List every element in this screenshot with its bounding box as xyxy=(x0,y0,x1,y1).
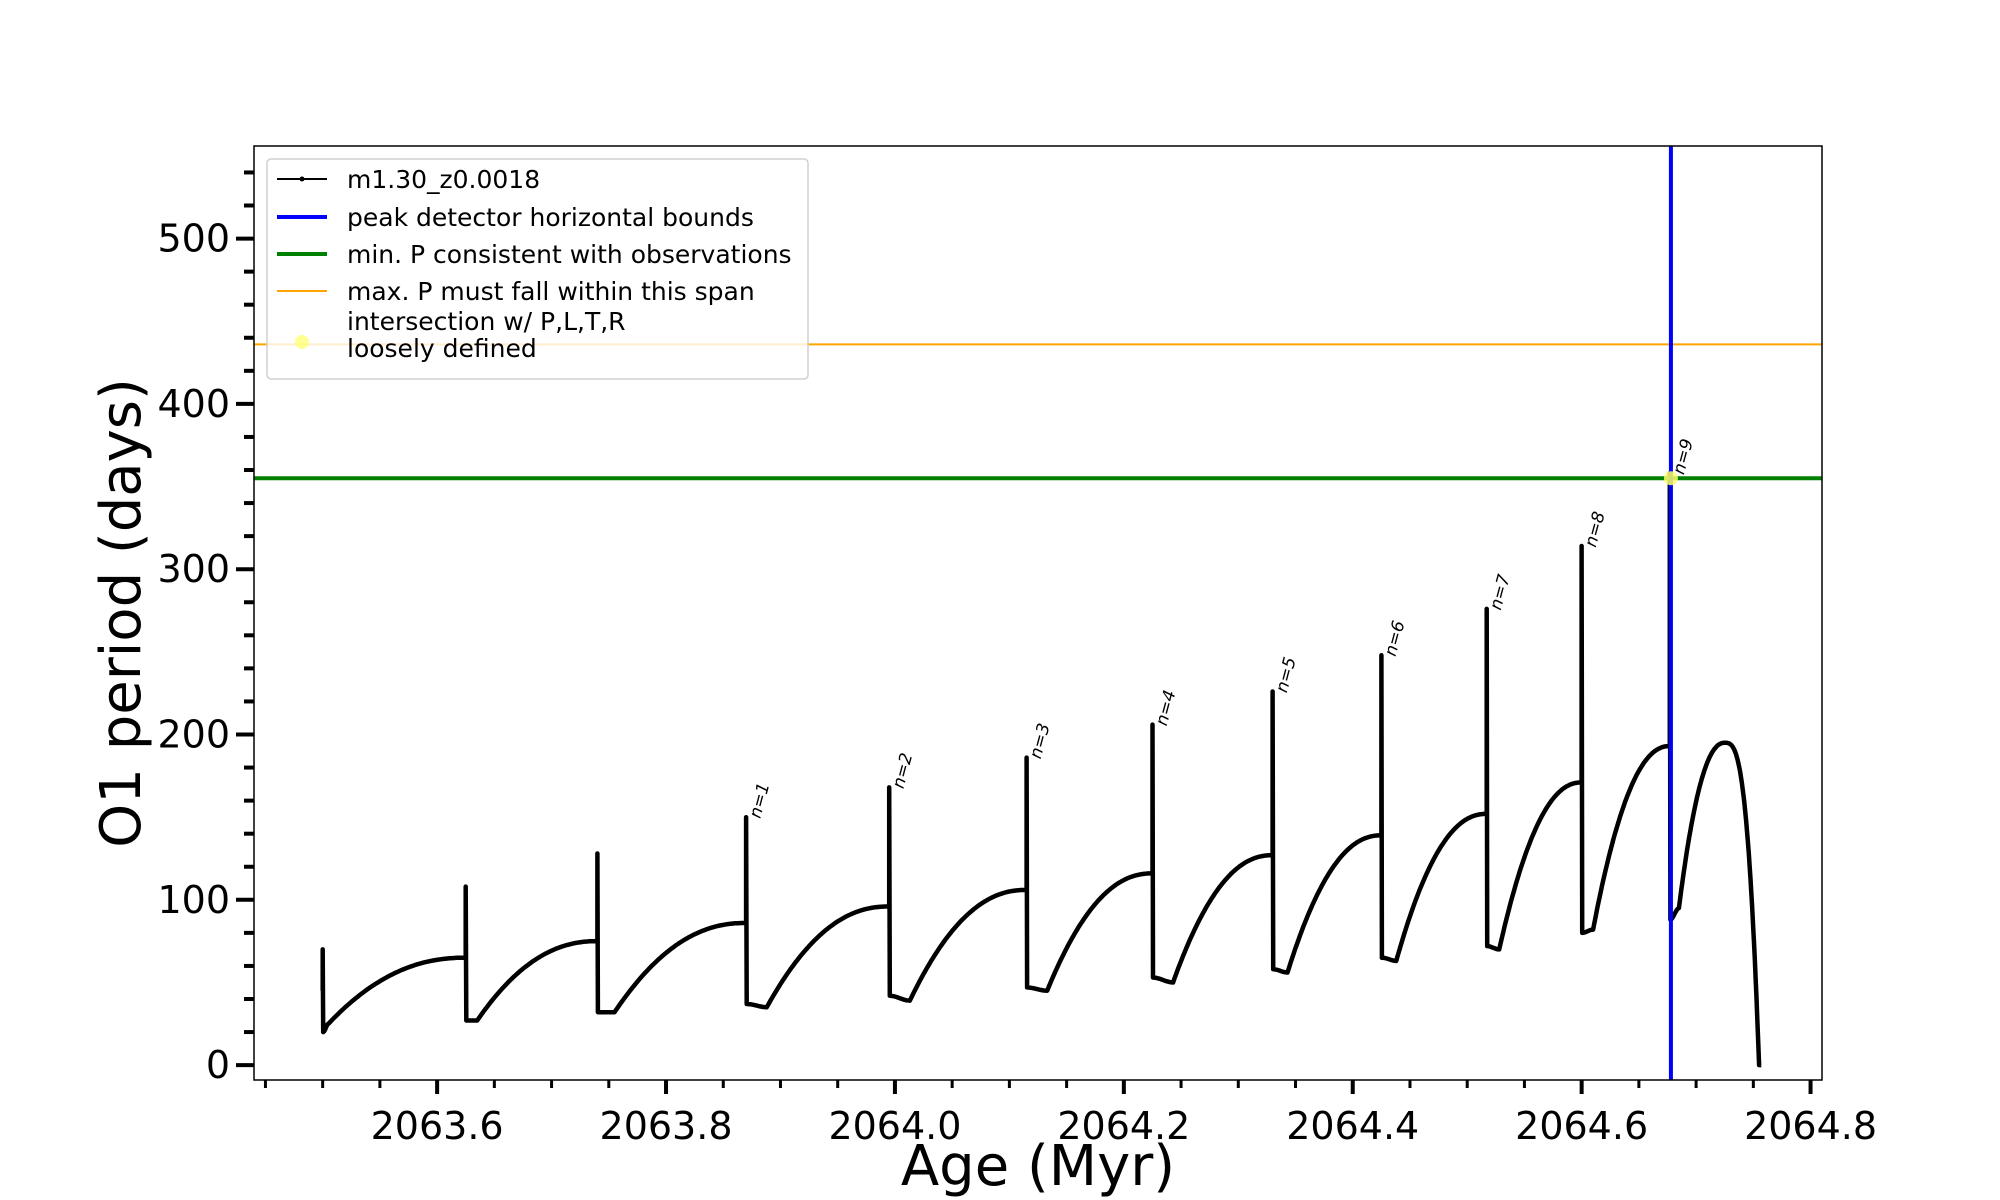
legend-entry-label: m1.30_z0.0018 xyxy=(347,165,540,194)
axis-labels: Age (Myr) O1 period (days) xyxy=(89,378,1175,1199)
legend-entry-label: intersection w/ P,L,T,R xyxy=(347,307,626,336)
x-axis-label: Age (Myr) xyxy=(901,1134,1175,1199)
y-axis-label: O1 period (days) xyxy=(89,378,154,848)
intersection-point xyxy=(1663,471,1678,486)
axes: 2063.6 2063.8 2064.0 2064.2 2064.4 2064.6 2064… xyxy=(157,145,1877,1148)
legend-handle-dot xyxy=(295,335,309,349)
y-tick-label: 200 xyxy=(157,713,230,757)
legend-handle-marker xyxy=(299,176,305,182)
x-tick-label: 2063.8 xyxy=(600,1104,733,1148)
legend-entry-label: peak detector horizontal bounds xyxy=(347,203,754,232)
y-tick-label: 0 xyxy=(206,1043,230,1087)
x-tick-label: 2064.6 xyxy=(1515,1104,1648,1148)
legend-box xyxy=(266,158,809,380)
x-tick-label: 2064.8 xyxy=(1744,1104,1877,1148)
legend-entry-label: max. P must fall within this span xyxy=(347,277,755,306)
legend-entry-label-line2: loosely defined xyxy=(347,334,537,363)
x-tick-label: 2064.0 xyxy=(828,1104,961,1148)
x-tick-label: 2064.4 xyxy=(1286,1104,1419,1148)
y-tick-label: 400 xyxy=(157,382,230,426)
y-tick-label: 300 xyxy=(157,547,230,591)
legend-entry-label: min. P consistent with observations xyxy=(347,240,792,269)
y-tick-label: 100 xyxy=(157,878,230,922)
x-tick-label: 2064.2 xyxy=(1057,1104,1190,1148)
x-tick-label: 2063.6 xyxy=(371,1104,504,1148)
plot-frame xyxy=(253,145,1823,1081)
series-line-m1-30-z0-0018 xyxy=(320,471,1762,1068)
y-tick-label: 500 xyxy=(157,217,230,261)
